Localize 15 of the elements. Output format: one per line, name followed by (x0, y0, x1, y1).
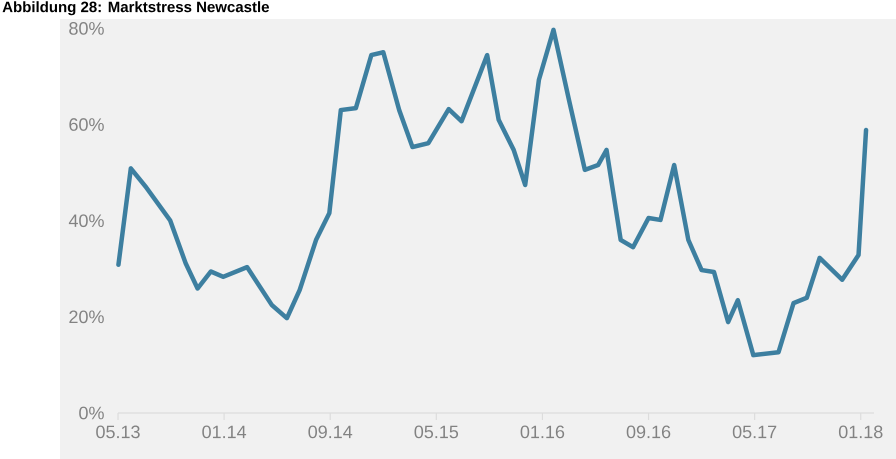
x-tick-label: 05.15 (414, 426, 458, 438)
y-tick-label: 0% (79, 406, 104, 420)
y-tick-label: 40% (68, 214, 104, 228)
x-tick-label: 01.16 (520, 426, 564, 438)
x-tick-label: 09.16 (626, 426, 670, 438)
chart-title: Abbildung 28: Marktstress Newcastle (2, 1, 269, 16)
y-tick-label: 20% (69, 310, 104, 324)
x-tick-label: 09.14 (308, 426, 352, 438)
y-tick-label: 60% (69, 118, 104, 131)
x-tick-label: 05.17 (732, 426, 776, 438)
x-tick-label: 01.14 (202, 426, 246, 438)
x-tick-label: 05.13 (96, 426, 140, 438)
line-series (116, 28, 868, 358)
y-tick-label: 80% (69, 22, 104, 35)
x-tick-label: 01.18 (838, 426, 882, 438)
